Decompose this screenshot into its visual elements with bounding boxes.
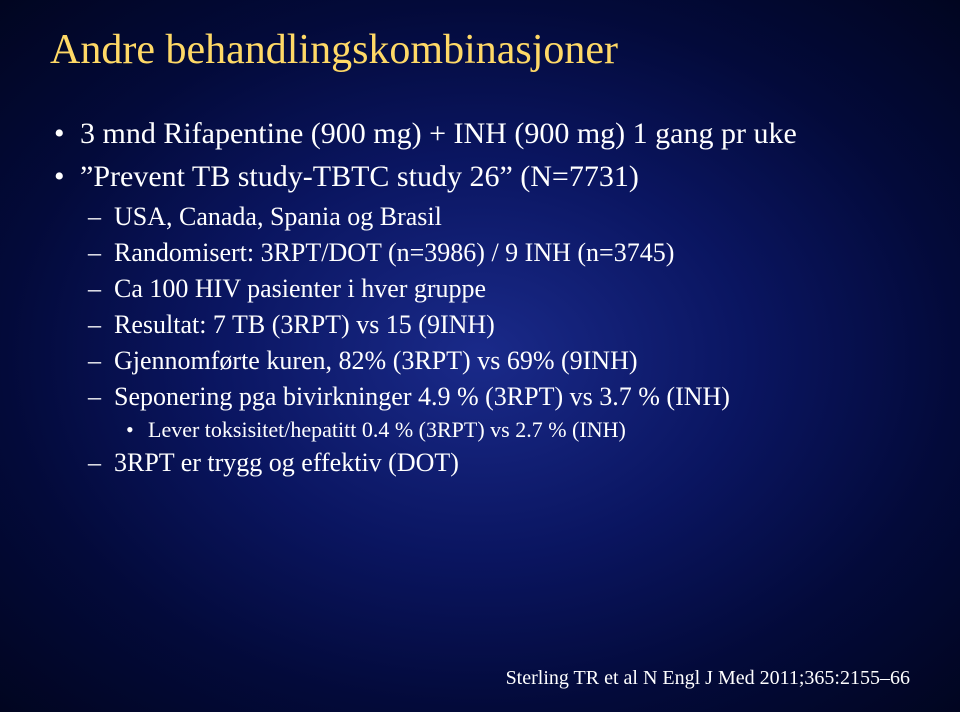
open-quote: ”: [80, 160, 93, 193]
sub-7-text: 3RPT er trygg og effektiv (DOT): [114, 448, 459, 477]
sub-5: Gjennomførte kuren, 82% (3RPT) vs 69% (9…: [80, 343, 910, 378]
bullet-2-text: Prevent TB study-TBTC study 26: [93, 160, 499, 193]
sub-5-text: Gjennomførte kuren, 82% (3RPT) vs 69% (9…: [114, 346, 638, 375]
sub-6a: Lever toksisitet/hepatitt 0.4 % (3RPT) v…: [114, 415, 910, 445]
sub-4: Resultat: 7 TB (3RPT) vs 15 (9INH): [80, 307, 910, 342]
bullet-list: 3 mnd Rifapentine (900 mg) + INH (900 mg…: [50, 114, 910, 480]
sub-4-text: Resultat: 7 TB (3RPT) vs 15 (9INH): [114, 310, 495, 339]
sub-2: Randomisert: 3RPT/DOT (n=3986) / 9 INH (…: [80, 235, 910, 270]
sub-1: USA, Canada, Spania og Brasil: [80, 199, 910, 234]
slide: Andre behandlingskombinasjoner 3 mnd Rif…: [0, 0, 960, 712]
close-quote: ”: [499, 160, 512, 193]
sub-6a-text: Lever toksisitet/hepatitt 0.4 % (3RPT) v…: [148, 417, 626, 442]
sub-3-text: Ca 100 HIV pasienter i hver gruppe: [114, 274, 486, 303]
sub-6-text: Seponering pga bivirkninger 4.9 % (3RPT)…: [114, 382, 730, 411]
bullet-2: ”Prevent TB study-TBTC study 26” (N=7731…: [50, 157, 910, 481]
sub-list: USA, Canada, Spania og Brasil Randomiser…: [80, 199, 910, 480]
bullet-1: 3 mnd Rifapentine (900 mg) + INH (900 mg…: [50, 114, 910, 155]
sub-3: Ca 100 HIV pasienter i hver gruppe: [80, 271, 910, 306]
sub-6: Seponering pga bivirkninger 4.9 % (3RPT)…: [80, 379, 910, 444]
bullet-2-suffix: (N=7731): [513, 160, 639, 193]
sub-sub-list: Lever toksisitet/hepatitt 0.4 % (3RPT) v…: [114, 415, 910, 445]
sub-1-text: USA, Canada, Spania og Brasil: [114, 202, 442, 231]
slide-title: Andre behandlingskombinasjoner: [50, 26, 910, 74]
citation: Sterling TR et al N Engl J Med 2011;365:…: [506, 667, 910, 690]
sub-2-text: Randomisert: 3RPT/DOT (n=3986) / 9 INH (…: [114, 238, 674, 267]
sub-7: 3RPT er trygg og effektiv (DOT): [80, 445, 910, 480]
bullet-1-text: 3 mnd Rifapentine (900 mg) + INH (900 mg…: [80, 117, 797, 150]
